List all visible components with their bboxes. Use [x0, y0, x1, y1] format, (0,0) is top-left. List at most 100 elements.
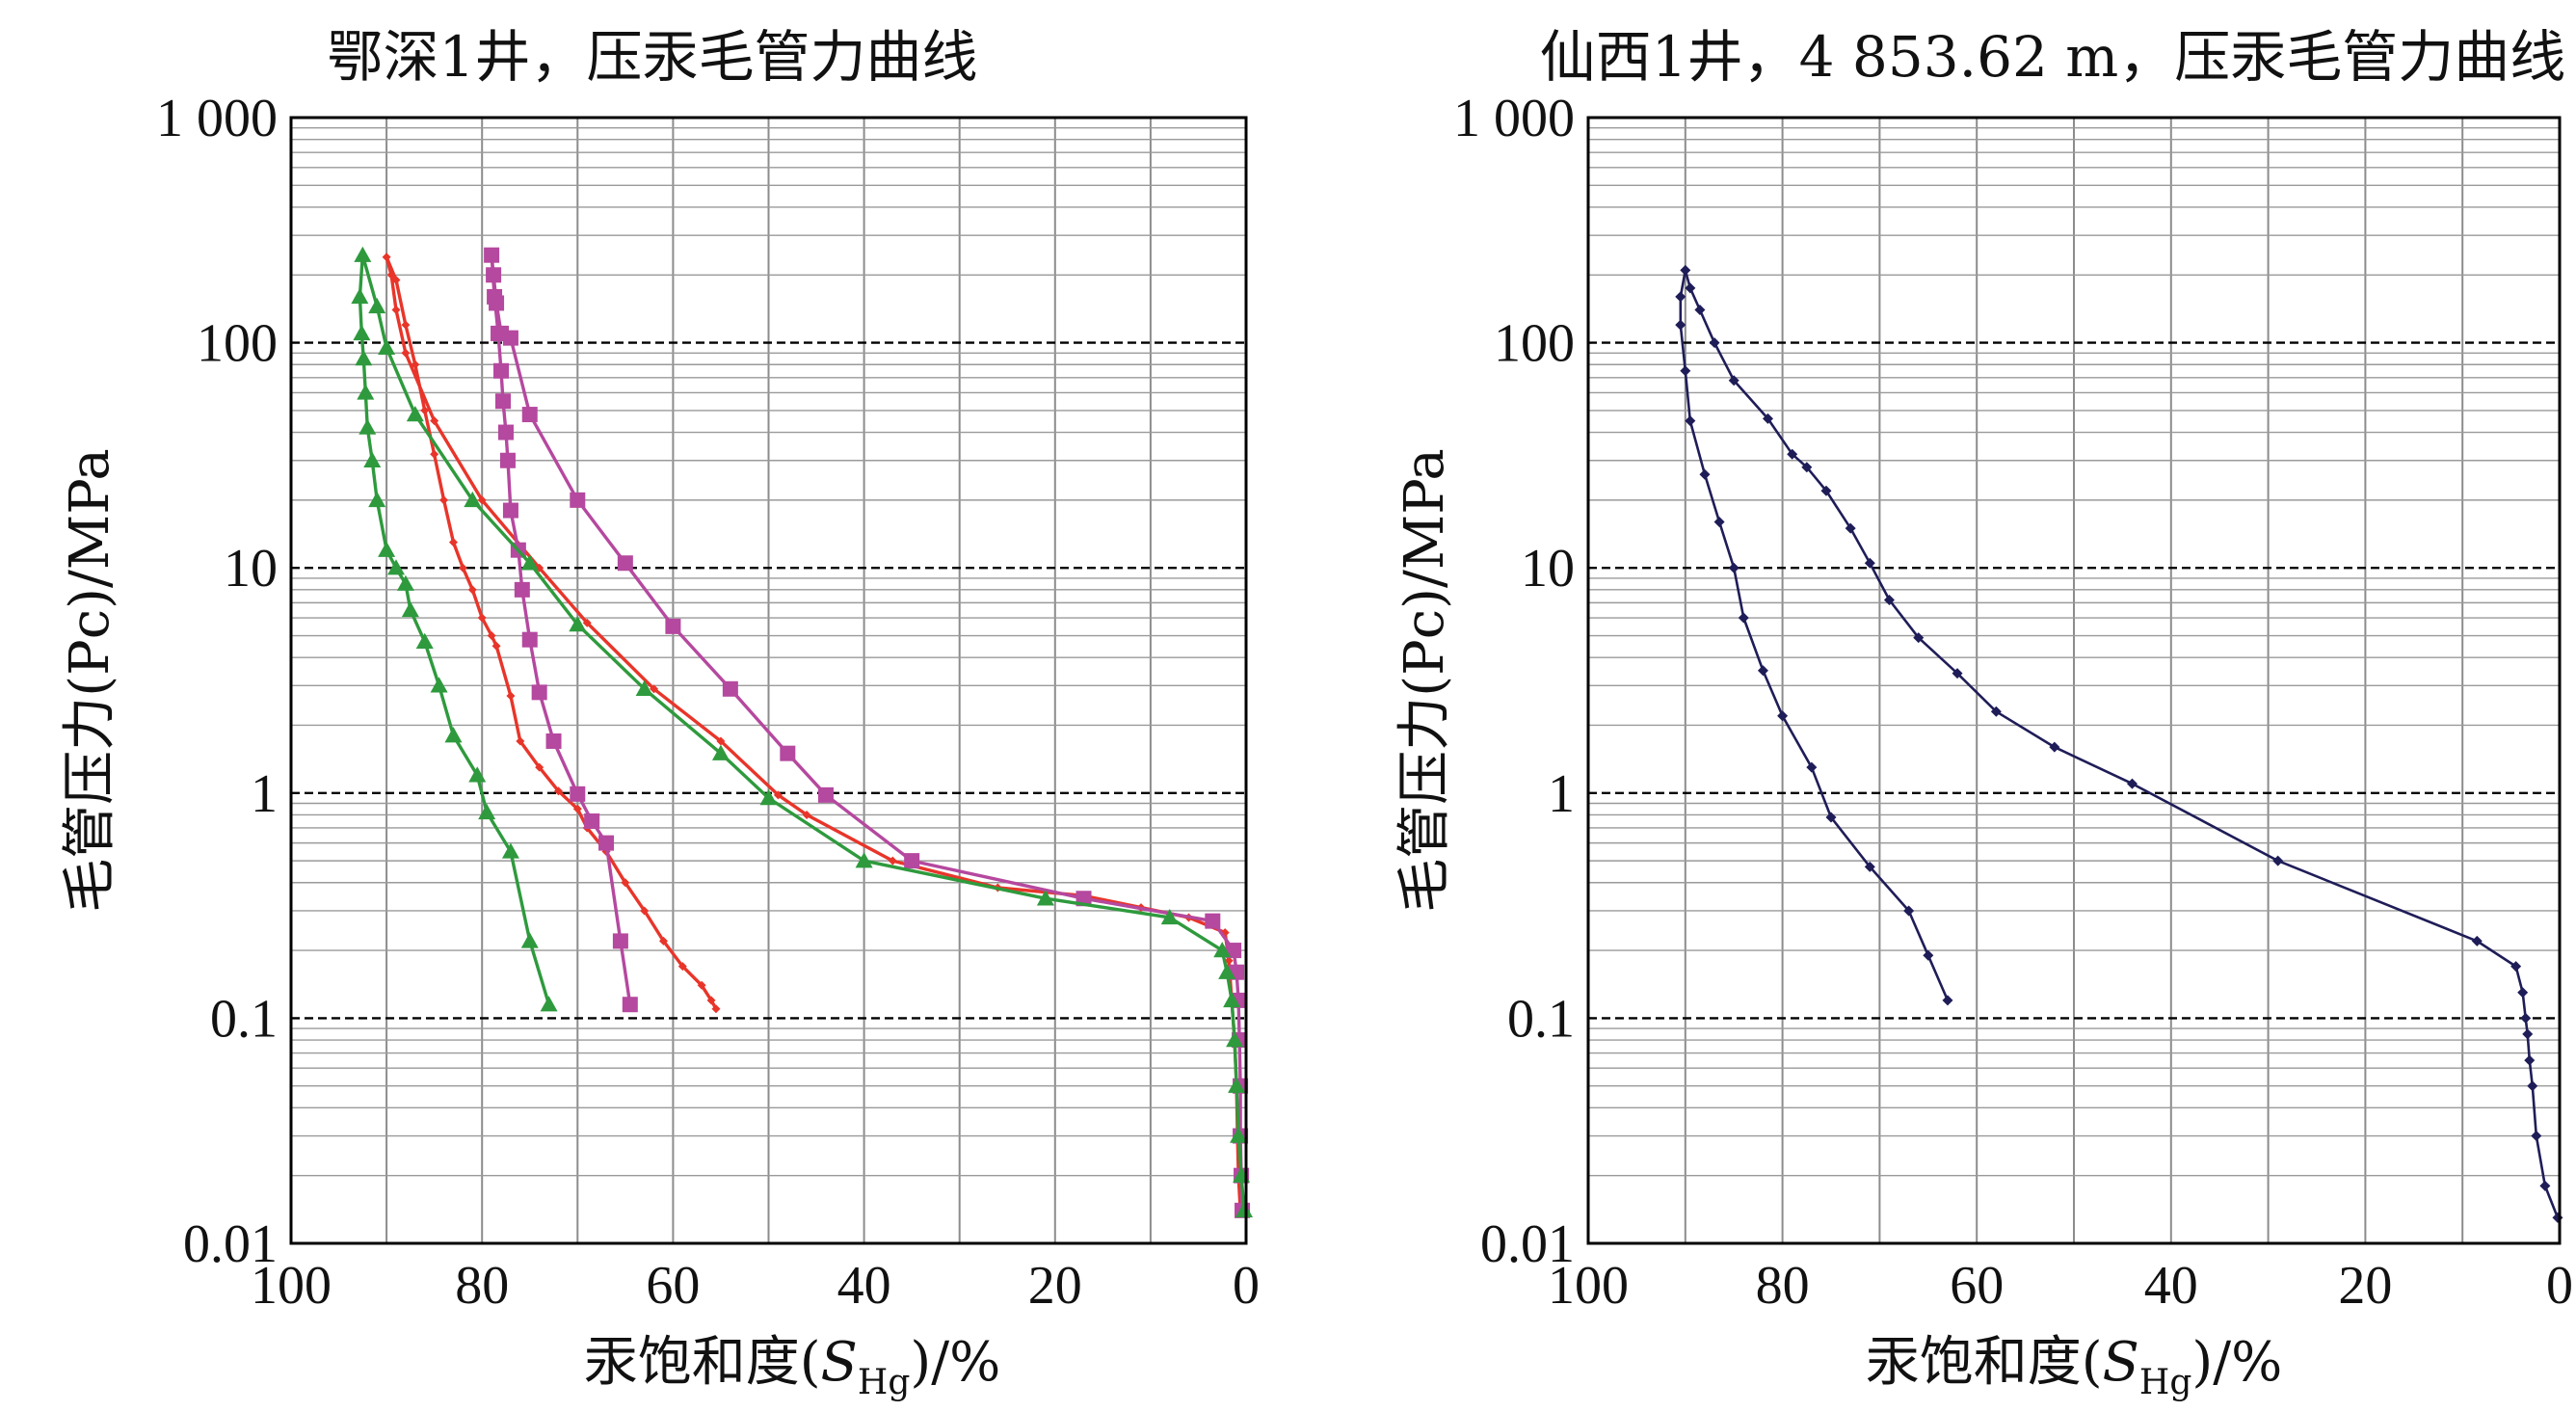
data-point [2520, 1012, 2532, 1024]
data-point [458, 563, 467, 573]
data-point [478, 803, 496, 820]
x-axis-label-suffix: )/% [2191, 1331, 2282, 1394]
chart-title: 鄂深1井，压汞毛管力曲线 [328, 24, 978, 90]
data-point [354, 246, 372, 262]
data-point [570, 786, 586, 802]
data-point [497, 424, 514, 440]
data-point [415, 632, 434, 649]
data-point [430, 449, 439, 459]
data-point [439, 495, 449, 505]
x-axis-label-subscript: Hg [2139, 1363, 2191, 1402]
data-point [1694, 304, 1706, 315]
data-point [1738, 612, 1749, 624]
x-tick-label: 80 [455, 1256, 509, 1316]
data-point [382, 253, 391, 262]
data-point [640, 906, 650, 916]
data-point [444, 727, 463, 743]
data-point [2126, 778, 2138, 789]
series-line [358, 253, 1246, 1212]
data-point [635, 679, 653, 696]
data-point [582, 618, 592, 627]
data-point [545, 733, 562, 749]
data-point [722, 680, 738, 697]
data-point [1230, 1127, 1248, 1143]
data-point [477, 495, 487, 505]
data-point [368, 297, 386, 314]
data-point [391, 305, 401, 314]
data-point [396, 574, 414, 591]
data-point [1777, 710, 1789, 722]
y-tick-label: 1 [1548, 764, 1575, 824]
data-point [855, 852, 873, 868]
data-point [368, 491, 386, 508]
data-point [1213, 942, 1232, 958]
x-axis-label-symbol: S [2103, 1331, 2139, 1394]
data-point [1942, 995, 1953, 1006]
data-point [535, 762, 544, 772]
series-line [1679, 269, 2560, 1218]
x-tick-label: 60 [646, 1256, 700, 1316]
x-axis-label-subscript: Hg [858, 1363, 910, 1402]
data-point [484, 247, 500, 263]
data-point [448, 538, 458, 547]
data-point [430, 416, 439, 426]
x-tick-label: 0 [1233, 1256, 1260, 1316]
y-tick-label: 0.1 [1507, 989, 1575, 1049]
data-point [553, 786, 563, 796]
data-point [773, 790, 783, 800]
data-point [1787, 448, 1798, 460]
data-point [817, 786, 834, 803]
data-point [501, 842, 519, 859]
data-point [1990, 706, 2002, 717]
series-green [351, 246, 1254, 1218]
data-point [1913, 632, 1925, 644]
data-point [499, 452, 516, 468]
data-point [493, 362, 510, 379]
data-point [584, 813, 600, 829]
plot-frame [1586, 116, 2562, 1245]
data-point [572, 804, 582, 813]
x-tick-label: 60 [1950, 1256, 2004, 1316]
data-point [401, 320, 411, 330]
y-tick-label: 100 [1494, 314, 1575, 374]
data-point [2517, 987, 2529, 999]
data-point [706, 996, 716, 1005]
y-tick-label: 100 [197, 314, 278, 374]
chart-left: 鄂深1井，压汞毛管力曲线 100 80 60 40 20 0 0.01 0.1 1 10 100 1 … [59, 24, 1260, 1402]
chart-right: 仙西1井，4 853.62 m，压汞毛管力曲线 100 80 60 40 20 0 0.01… [1394, 24, 2573, 1402]
data-point [487, 288, 503, 305]
data-point [477, 613, 487, 623]
data-point [1883, 595, 1895, 606]
y-tick-label: 1 [251, 764, 278, 824]
data-point [1226, 943, 1242, 959]
x-tick-label: 40 [2144, 1256, 2198, 1316]
data-point [1903, 905, 1915, 917]
data-point [386, 270, 396, 280]
x-tick-label: 100 [1548, 1256, 1629, 1316]
data-point [1223, 991, 1241, 1008]
data-point [2471, 935, 2483, 946]
y-tick-label: 1 000 [156, 89, 278, 148]
data-point [531, 684, 547, 701]
data-point [1205, 913, 1221, 929]
data-point [2522, 1028, 2534, 1040]
data-point [1685, 415, 1696, 427]
data-point [802, 810, 811, 819]
data-point [1923, 949, 1934, 961]
data-point [1864, 861, 1875, 872]
data-point [353, 324, 371, 341]
data-point [520, 554, 539, 571]
data-point [357, 384, 375, 400]
data-point [665, 618, 681, 634]
data-point [2510, 961, 2522, 972]
x-axis-label-prefix: 汞饱和度( [584, 1331, 821, 1394]
data-point [1709, 337, 1720, 349]
data-point [401, 348, 411, 358]
data-point [516, 736, 525, 746]
y-axis-label: 毛管压力(Pc)/MPa [59, 448, 121, 913]
x-axis-label: 汞饱和度(SHg)/% [1866, 1331, 2283, 1402]
y-tick-label: 1 000 [1453, 89, 1575, 148]
data-point [491, 325, 507, 341]
data-point [598, 835, 615, 851]
data-point [506, 691, 516, 701]
